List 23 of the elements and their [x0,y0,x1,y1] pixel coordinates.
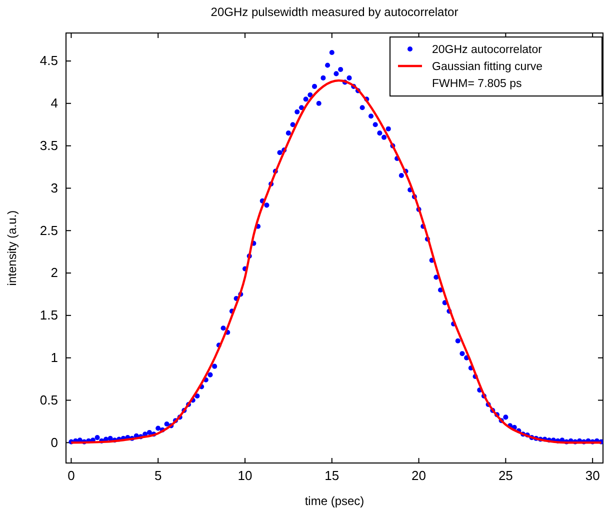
y-tick-label: 3.5 [40,138,58,153]
x-axis-title: time (psec) [304,494,364,508]
y-tick-label: 4 [50,96,58,111]
y-tick-label: 1.5 [40,308,58,323]
y-tick-label: 0.5 [40,392,58,408]
y-tick-label: 3 [50,180,58,196]
x-tick-label: 20 [412,468,426,484]
y-tick-label: 2.5 [40,222,58,238]
annotation: FWHM= 7.805 ps [432,78,522,90]
x-tick-label: 0 [68,468,75,484]
chart-title: 20GHz pulsewidth measured by autocorrelator [210,5,458,19]
legend-label: 20GHz autocorrelator [432,44,542,56]
y-tick-label: 2 [50,265,58,280]
y-tick-label: 4.5 [40,53,58,68]
x-tick-label: 5 [154,468,162,484]
x-tick-label: 15 [324,468,340,484]
legend-label: Gaussian fitting curve [432,61,543,73]
x-tick-label: 25 [498,468,513,484]
x-tick-label: 10 [238,468,252,484]
y-tick-label: 1 [50,350,58,365]
y-tick-label: 0 [50,434,58,450]
x-tick-label: 30 [585,468,600,484]
y-axis-title: intensity (a.u.) [5,210,19,286]
